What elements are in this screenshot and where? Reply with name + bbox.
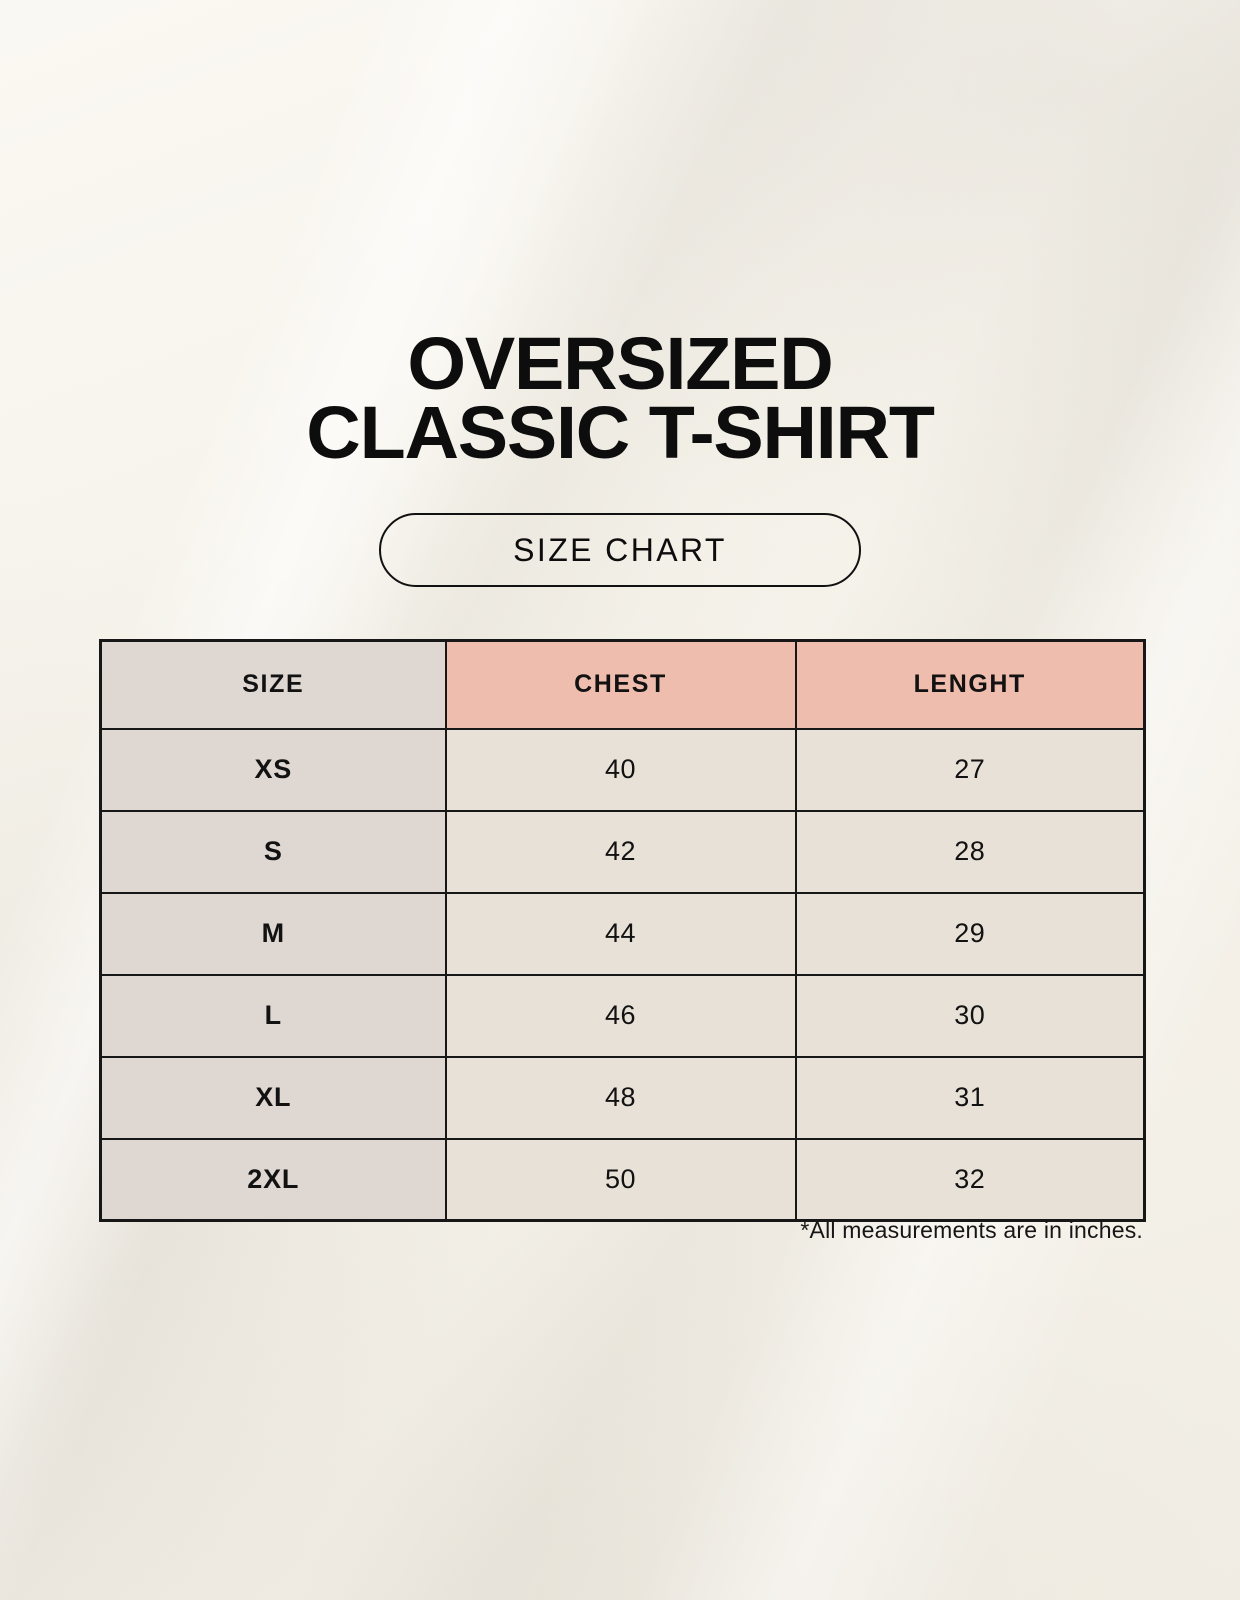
cell-length: 29: [794, 891, 1146, 976]
measurements-footnote: *All measurements are in inches.: [800, 1217, 1143, 1243]
cell-length: 30: [794, 973, 1146, 1058]
cell-chest: 46: [444, 973, 797, 1058]
column-header-chest: CHEST: [444, 639, 797, 730]
size-table: SIZE CHEST LENGHT XS 40 27 S 42 28 M: [99, 639, 1146, 1222]
table-row: M 44 29: [99, 891, 1146, 976]
cell-chest: 50: [444, 1137, 797, 1222]
table-row: 2XL 50 32: [99, 1137, 1146, 1222]
page-title: OVERSIZED CLASSIC T-SHIRT: [0, 322, 1240, 474]
table-row: XL 48 31: [99, 1055, 1146, 1140]
cell-chest: 48: [444, 1055, 797, 1140]
size-table-wrapper: SIZE CHEST LENGHT XS 40 27 S 42 28 M: [99, 639, 1146, 1222]
title-line-2: CLASSIC T-SHIRT: [306, 390, 935, 474]
cell-size: M: [99, 891, 447, 976]
table-row: S 42 28: [99, 809, 1146, 894]
size-table-head: SIZE CHEST LENGHT: [99, 639, 1146, 730]
cell-length: 31: [794, 1055, 1146, 1140]
size-chart-pill-wrapper: SIZE CHART: [0, 513, 1240, 587]
size-chart-pill-button[interactable]: SIZE CHART: [379, 513, 861, 587]
size-table-body: XS 40 27 S 42 28 M 44 29 L 46 30: [99, 727, 1146, 1222]
cell-size: S: [99, 809, 447, 894]
table-row: L 46 30: [99, 973, 1146, 1058]
cell-size: 2XL: [99, 1137, 447, 1222]
cell-size: L: [99, 973, 447, 1058]
cell-length: 28: [794, 809, 1146, 894]
column-header-length: LENGHT: [794, 639, 1146, 730]
cell-length: 32: [794, 1137, 1146, 1222]
cell-size: XL: [99, 1055, 447, 1140]
table-row: XS 40 27: [99, 727, 1146, 812]
cell-chest: 42: [444, 809, 797, 894]
size-chart-pill-label: SIZE CHART: [513, 531, 727, 568]
cell-size: XS: [99, 727, 447, 812]
title-line-1: OVERSIZED: [407, 322, 833, 405]
cell-length: 27: [794, 727, 1146, 812]
cell-chest: 44: [444, 891, 797, 976]
column-header-size: SIZE: [99, 639, 447, 730]
table-header-row: SIZE CHEST LENGHT: [99, 639, 1146, 730]
cell-chest: 40: [444, 727, 797, 812]
